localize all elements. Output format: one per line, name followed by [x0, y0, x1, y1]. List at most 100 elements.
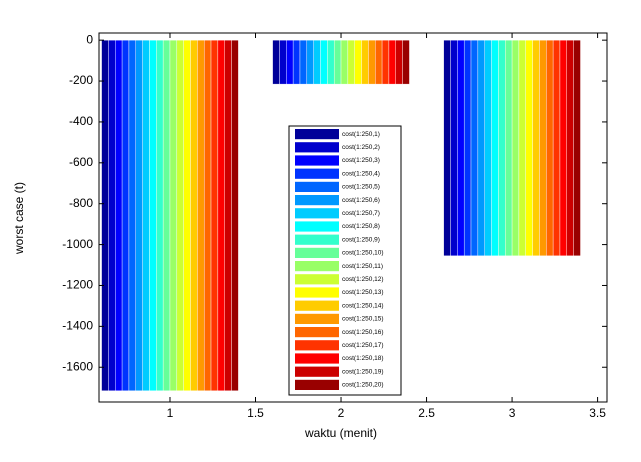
bar: [532, 39, 540, 257]
bar: [231, 39, 239, 391]
legend-label: cost(1:250,6): [342, 197, 380, 204]
bar: [156, 39, 164, 391]
legend-label: cost(1:250,15): [342, 316, 384, 323]
bar: [135, 39, 143, 391]
legend-label: cost(1:250,19): [342, 368, 384, 375]
legend-swatch: [295, 274, 339, 285]
legend-swatch: [295, 181, 339, 192]
bar: [320, 39, 328, 85]
bar: [347, 39, 355, 85]
bar: [381, 39, 390, 85]
legend-swatch: [295, 142, 339, 153]
legend-label: cost(1:250,11): [342, 263, 383, 270]
x-tick-label: 2.5: [418, 406, 435, 420]
legend-label: cost(1:250,14): [342, 302, 384, 309]
y-tick-label: -200: [69, 73, 93, 87]
legend-swatch: [295, 379, 339, 390]
legend-swatch: [295, 247, 339, 258]
bar: [299, 39, 308, 85]
bar: [573, 39, 581, 257]
legend-swatch: [295, 261, 339, 272]
x-tick-label: 1: [167, 406, 174, 420]
legend-swatch: [295, 366, 339, 377]
bar: [333, 39, 342, 85]
bar: [450, 39, 458, 257]
legend-label: cost(1:250,10): [342, 250, 384, 257]
bar: [361, 39, 369, 85]
bar: [463, 39, 472, 257]
bar: [443, 39, 451, 257]
bar: [101, 39, 109, 391]
x-tick-label: 3.5: [589, 406, 606, 420]
bar: [279, 39, 287, 85]
legend-swatch: [295, 340, 339, 351]
legend-label: cost(1:250,12): [342, 276, 384, 283]
bar: [128, 39, 136, 391]
y-tick-label: 0: [86, 32, 93, 46]
legend-label: cost(1:250,3): [342, 157, 380, 164]
bar: [121, 39, 130, 391]
legend-label: cost(1:250,1): [342, 131, 380, 138]
y-tick-label: -1600: [62, 359, 93, 373]
bar: [176, 39, 184, 391]
legend: cost(1:250,1) cost(1:250,2) cost(1:250,3) c…: [288, 125, 402, 396]
x-tick-label: 1.5: [247, 406, 264, 420]
legend-label: cost(1:250,8): [342, 223, 380, 230]
bar: [457, 39, 465, 257]
y-tick-label: -400: [69, 114, 93, 128]
bar: [108, 39, 116, 391]
bar: [505, 39, 513, 257]
legend-swatch: [295, 300, 339, 311]
bar: [354, 39, 362, 85]
legend-swatch: [295, 327, 339, 338]
y-tick-label: -1000: [62, 237, 93, 251]
bar: [477, 39, 485, 257]
x-axis-label: waktu (menit): [304, 426, 377, 440]
bar: [183, 39, 191, 391]
legend-swatch: [295, 208, 339, 219]
bar: [306, 39, 314, 85]
bar: [525, 39, 533, 257]
bar: [115, 39, 123, 391]
legend-label: cost(1:250,20): [342, 382, 384, 389]
bar: [491, 39, 499, 257]
y-tick-label: -1400: [62, 319, 93, 333]
legend-swatch: [295, 287, 339, 298]
legend-label: cost(1:250,4): [342, 170, 380, 177]
legend-label: cost(1:250,17): [342, 342, 384, 349]
legend-swatch: [295, 353, 339, 364]
bar: [327, 39, 335, 85]
bar: [340, 39, 349, 85]
bar: [375, 39, 383, 85]
bar: [190, 39, 198, 391]
y-tick-label: -1200: [62, 278, 93, 292]
legend-label: cost(1:250,2): [342, 144, 380, 151]
legend-label: cost(1:250,7): [342, 210, 380, 217]
bar: [210, 39, 219, 391]
bar: [313, 39, 321, 85]
bar: [292, 39, 301, 85]
legend-label: cost(1:250,5): [342, 184, 380, 191]
bar: [511, 39, 520, 257]
legend-label: cost(1:250,9): [342, 236, 380, 243]
legend-swatch: [295, 234, 339, 245]
bar: [149, 39, 157, 391]
bar: [552, 39, 561, 257]
bar: [388, 39, 396, 85]
bar: [566, 39, 574, 257]
legend-swatch: [295, 155, 339, 166]
bar: [470, 39, 479, 257]
legend-swatch: [295, 168, 339, 179]
bar: [224, 39, 232, 391]
legend-label: cost(1:250,16): [342, 329, 384, 336]
bar: [539, 39, 547, 257]
x-tick-label: 3: [509, 406, 516, 420]
legend-label: cost(1:250,13): [342, 289, 384, 296]
bar: [169, 39, 178, 391]
bar: [272, 39, 280, 85]
x-tick-label: 2: [338, 406, 345, 420]
bar: [518, 39, 526, 257]
bar: [368, 39, 376, 85]
bar: [546, 39, 554, 257]
bar: [286, 39, 294, 85]
